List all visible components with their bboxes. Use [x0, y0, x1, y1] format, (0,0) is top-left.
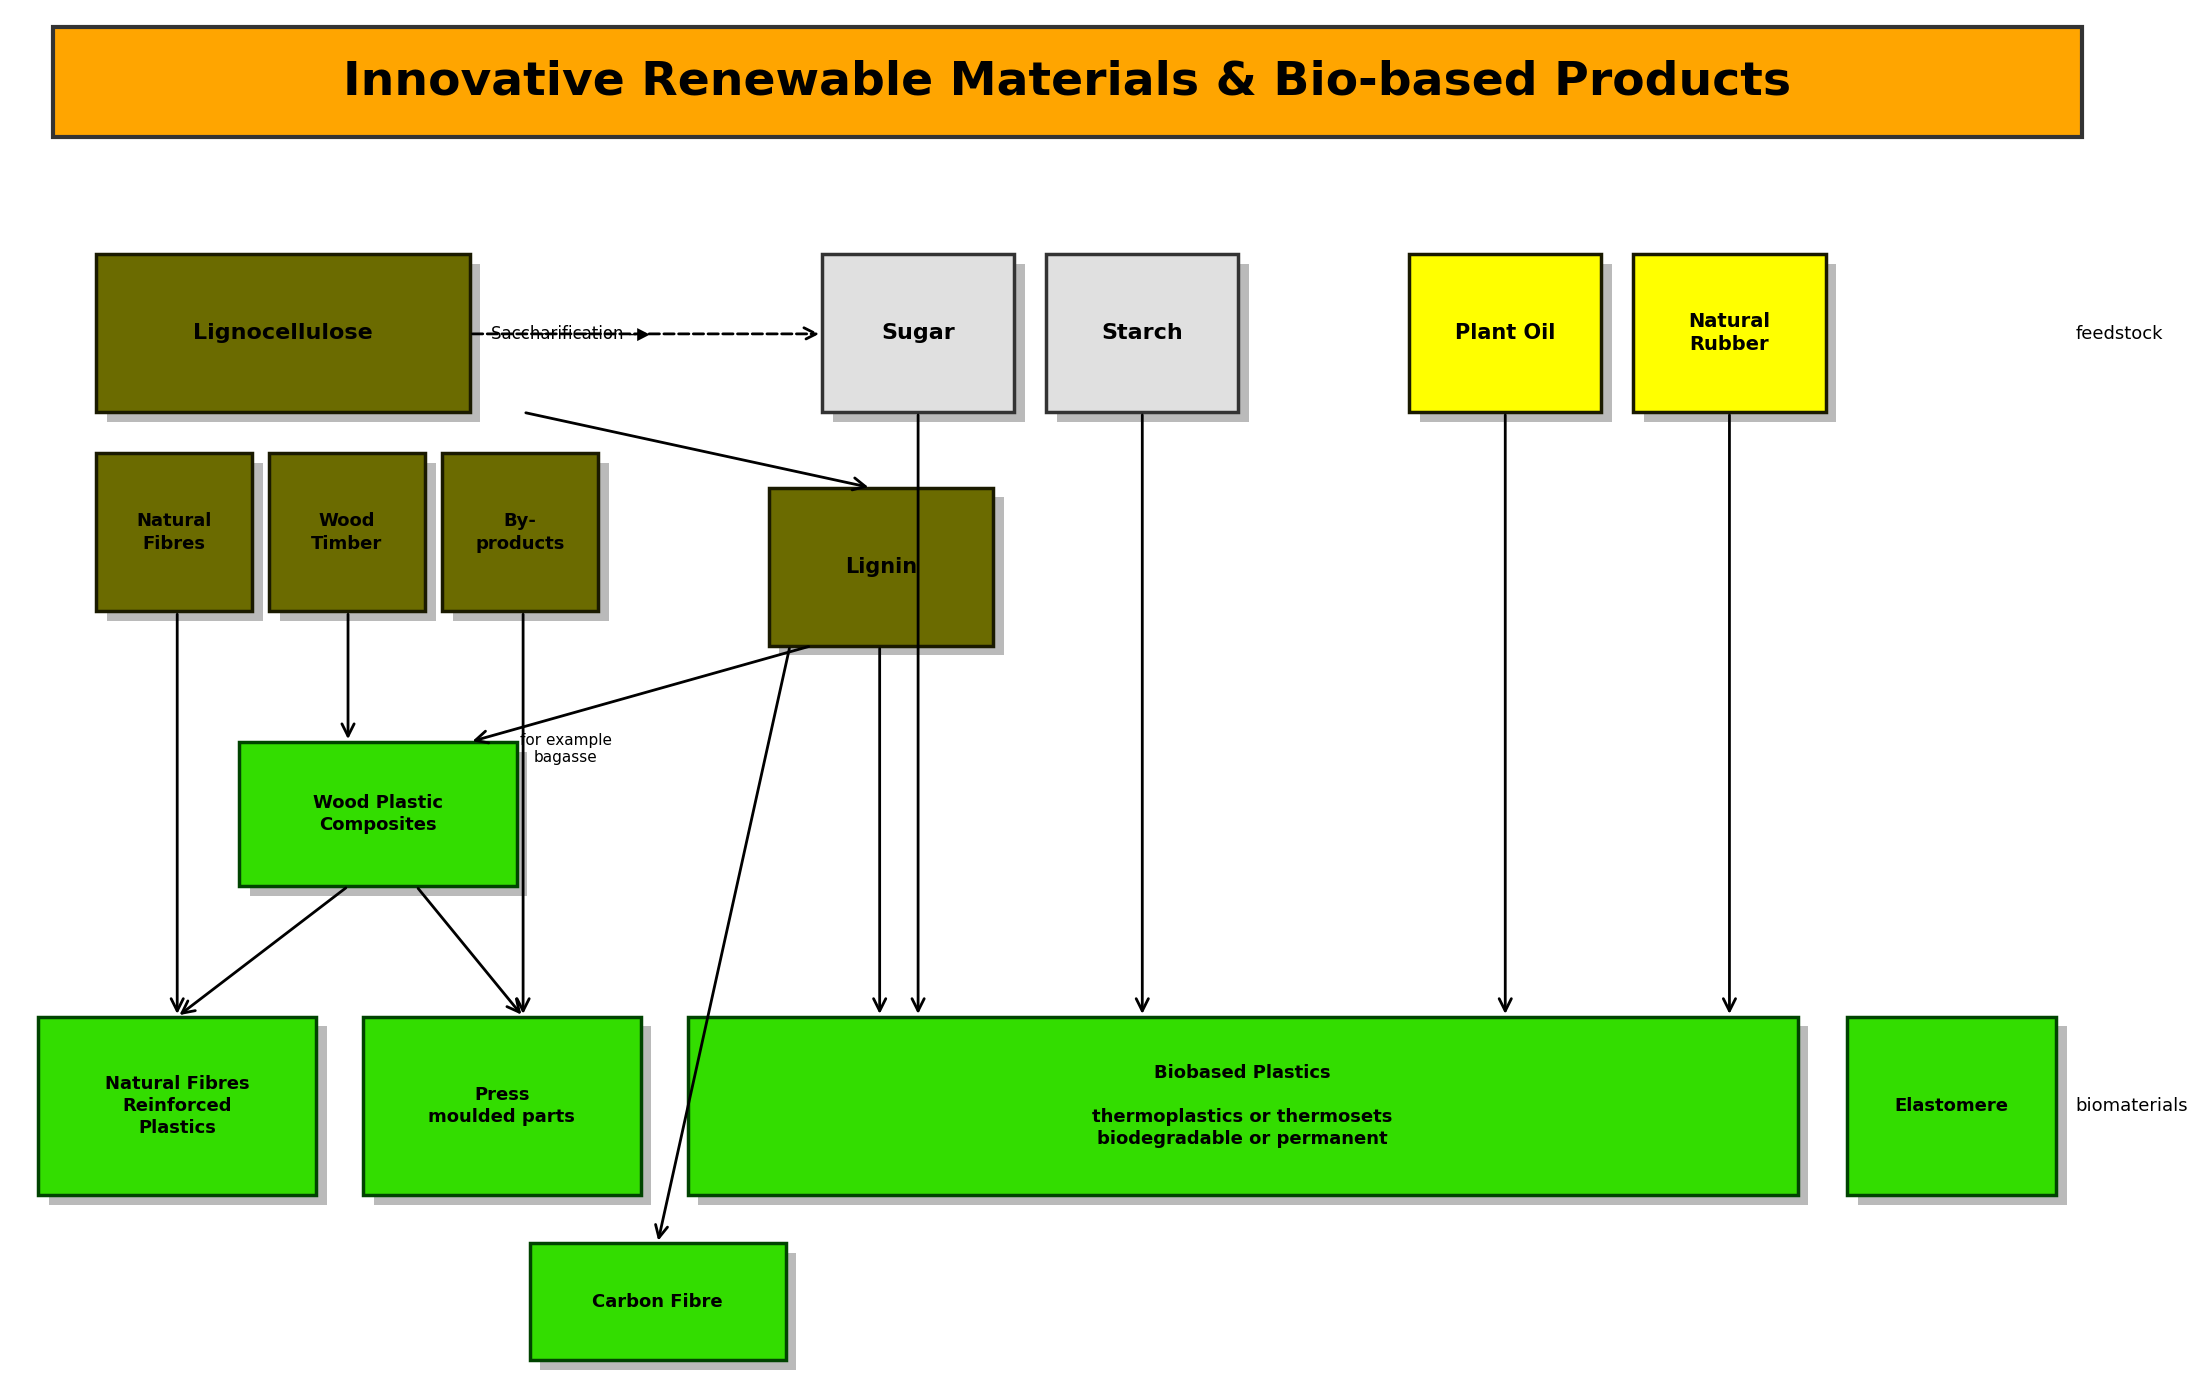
- Bar: [697, 1026, 1808, 1205]
- Bar: [268, 453, 425, 611]
- Bar: [768, 488, 992, 646]
- Bar: [530, 1243, 785, 1360]
- Text: Lignocellulose: Lignocellulose: [194, 323, 372, 344]
- Bar: [97, 453, 253, 611]
- Text: biomaterials: biomaterials: [2075, 1096, 2189, 1116]
- Bar: [832, 264, 1025, 422]
- Bar: [97, 254, 471, 412]
- Text: for example
bagasse: for example bagasse: [519, 732, 612, 765]
- Bar: [48, 1026, 326, 1205]
- Bar: [1632, 254, 1826, 412]
- Text: By-
products: By- products: [475, 513, 565, 552]
- Text: Starch: Starch: [1102, 323, 1184, 344]
- Bar: [1846, 1017, 2057, 1195]
- Bar: [779, 497, 1003, 655]
- Bar: [279, 463, 436, 621]
- Text: Natural
Rubber: Natural Rubber: [1687, 312, 1771, 354]
- Bar: [823, 254, 1014, 412]
- Bar: [1419, 264, 1613, 422]
- Text: Lignin: Lignin: [845, 556, 917, 577]
- Bar: [1047, 254, 1239, 412]
- Bar: [374, 1026, 651, 1205]
- Bar: [1643, 264, 1837, 422]
- Text: Press
moulded parts: Press moulded parts: [429, 1085, 574, 1127]
- Bar: [37, 1017, 317, 1195]
- Bar: [251, 752, 528, 896]
- Bar: [108, 264, 480, 422]
- Text: Innovative Renewable Materials & Bio-based Products: Innovative Renewable Materials & Bio-bas…: [343, 60, 1791, 104]
- Text: Wood
Timber: Wood Timber: [312, 513, 383, 552]
- Text: Elastomere: Elastomere: [1894, 1096, 2009, 1116]
- Text: Biobased Plastics

thermoplastics or thermosets
biodegradable or permanent: Biobased Plastics thermoplastics or ther…: [1093, 1063, 1393, 1149]
- Text: Sugar: Sugar: [882, 323, 955, 344]
- Bar: [108, 463, 262, 621]
- Bar: [240, 742, 517, 886]
- Text: Saccharification –▶: Saccharification –▶: [491, 324, 649, 344]
- Bar: [453, 463, 609, 621]
- Text: Natural Fibres
Reinforced
Plastics: Natural Fibres Reinforced Plastics: [106, 1074, 249, 1138]
- Bar: [53, 27, 2081, 137]
- Bar: [1410, 254, 1602, 412]
- Text: feedstock: feedstock: [2075, 324, 2163, 344]
- Text: Natural
Fibres: Natural Fibres: [136, 513, 211, 552]
- Bar: [541, 1253, 796, 1370]
- Bar: [1056, 264, 1250, 422]
- Bar: [363, 1017, 640, 1195]
- Bar: [1857, 1026, 2066, 1205]
- Bar: [442, 453, 598, 611]
- Text: Carbon Fibre: Carbon Fibre: [592, 1293, 724, 1311]
- Text: Plant Oil: Plant Oil: [1454, 323, 1555, 344]
- Text: Wood Plastic
Composites: Wood Plastic Composites: [312, 794, 442, 834]
- Bar: [689, 1017, 1797, 1195]
